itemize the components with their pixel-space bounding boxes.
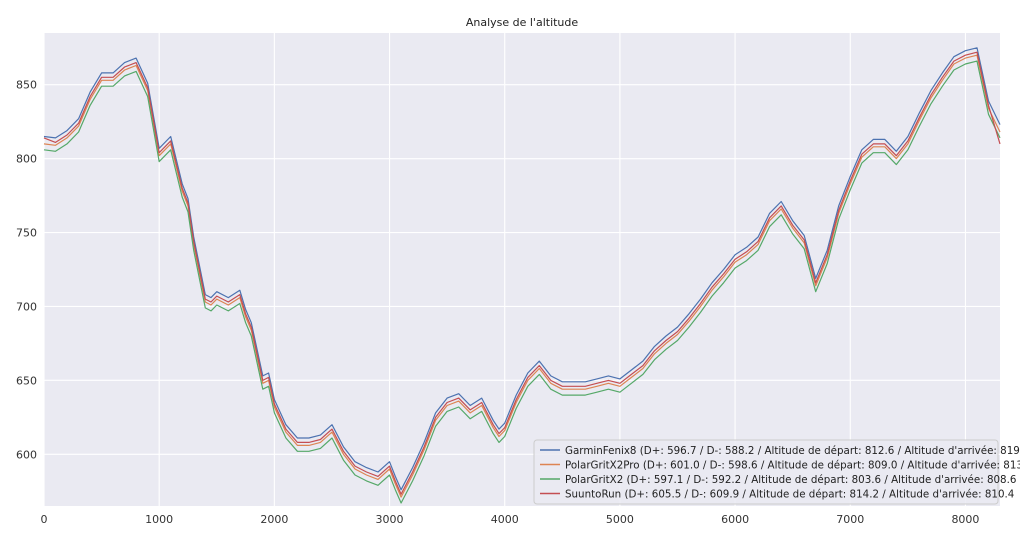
x-tick-label: 6000: [721, 513, 749, 526]
x-tick-label: 1000: [145, 513, 173, 526]
legend-label: SuuntoRun (D+: 605.5 / D-: 609.9 / Altit…: [565, 489, 1014, 501]
x-tick-label: 0: [41, 513, 48, 526]
legend-label: PolarGritX2Pro (D+: 601.0 / D-: 598.6 / …: [565, 460, 1020, 472]
legend-box: [533, 439, 999, 505]
y-tick-label: 850: [16, 79, 37, 92]
chart-title: Analyse de l'altitude: [466, 16, 579, 29]
y-tick-label: 750: [16, 227, 37, 240]
y-tick-label: 700: [16, 300, 37, 313]
legend-label: GarminFenix8 (D+: 596.7 / D-: 588.2 / Al…: [565, 445, 1020, 457]
series-lines: [43, 47, 1001, 504]
x-tick-label: 4000: [491, 513, 519, 526]
x-tick-label: 2000: [260, 513, 288, 526]
y-tick-label: 600: [16, 448, 37, 461]
x-tick-label: 7000: [836, 513, 864, 526]
y-tick-label: 800: [16, 153, 37, 166]
x-tick-label: 5000: [606, 513, 634, 526]
series-line-0: [43, 47, 1001, 491]
series-line-2: [43, 60, 1001, 504]
x-tick-label: 8000: [951, 513, 979, 526]
series-line-3: [43, 51, 1001, 495]
tick-labels: 0 1000 2000 3000 4000 5000 6000 7000 8000 600 650 7…: [16, 79, 979, 526]
legend-label: PolarGritX2 (D+: 597.1 / D-: 592.2 / Alt…: [565, 474, 1016, 486]
legend: GarminFenix8 (D+: 596.7 / D-: 588.2 / Al…: [533, 439, 1020, 505]
y-tick-label: 650: [16, 374, 37, 387]
plot-area: [44, 33, 1000, 506]
x-tick-label: 3000: [376, 513, 404, 526]
